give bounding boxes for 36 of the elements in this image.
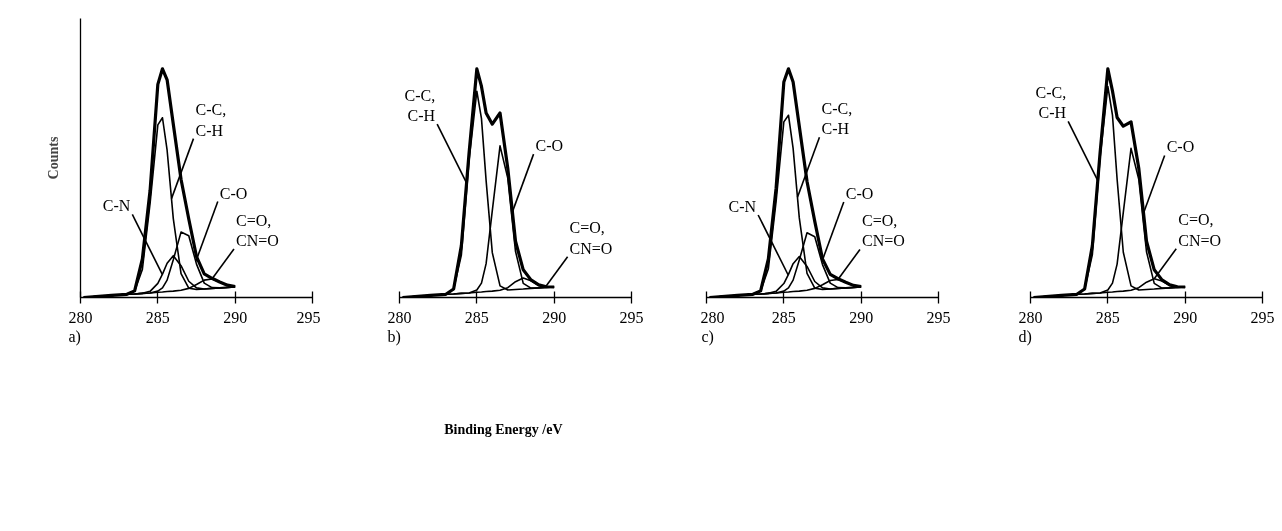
x-tick-label: 290 [223,308,248,326]
x-tick-label: 280 [1018,308,1043,326]
x-tick-label: 280 [700,308,725,326]
text: C-O [845,184,874,202]
text: C-C, C-H [1035,84,1067,122]
x-tick-label: 295 [296,308,321,326]
x-tick-label: 285 [464,308,489,326]
x-tick-label: 290 [849,308,874,326]
x-tick-label: 290 [542,308,567,326]
text: C=O, CN=O [569,219,613,257]
series-label: C-C, C-H [195,101,227,139]
text: C=O, CN=O [861,212,905,250]
text: C-N [728,197,757,215]
x-tick-label: 295 [1250,308,1275,326]
text: C-N [102,197,131,215]
text: a) [68,327,81,346]
text: d) [1018,327,1032,346]
x-axis-title: Binding Energy /eV [444,421,563,437]
series-label: C-C, C-H [821,99,853,138]
text: C-C, C-H [404,86,436,125]
x-tick-label: 295 [619,308,644,326]
text: c) [701,327,714,346]
x-tick-label: 285 [1095,308,1120,326]
text: C-O [219,184,248,202]
text: C-O [535,137,564,155]
text: C-O [1166,138,1195,156]
y-axis-title: Counts [45,136,61,180]
x-tick-label: 290 [1173,308,1198,326]
x-tick-label: 280 [68,308,93,326]
text: C=O, CN=O [1178,211,1222,249]
text: C=O, CN=O [235,211,279,249]
x-tick-label: 295 [926,308,951,326]
x-tick-label: 285 [771,308,796,326]
x-tick-label: 285 [145,308,170,326]
text: b) [387,327,401,346]
x-tick-label: 280 [387,308,412,326]
